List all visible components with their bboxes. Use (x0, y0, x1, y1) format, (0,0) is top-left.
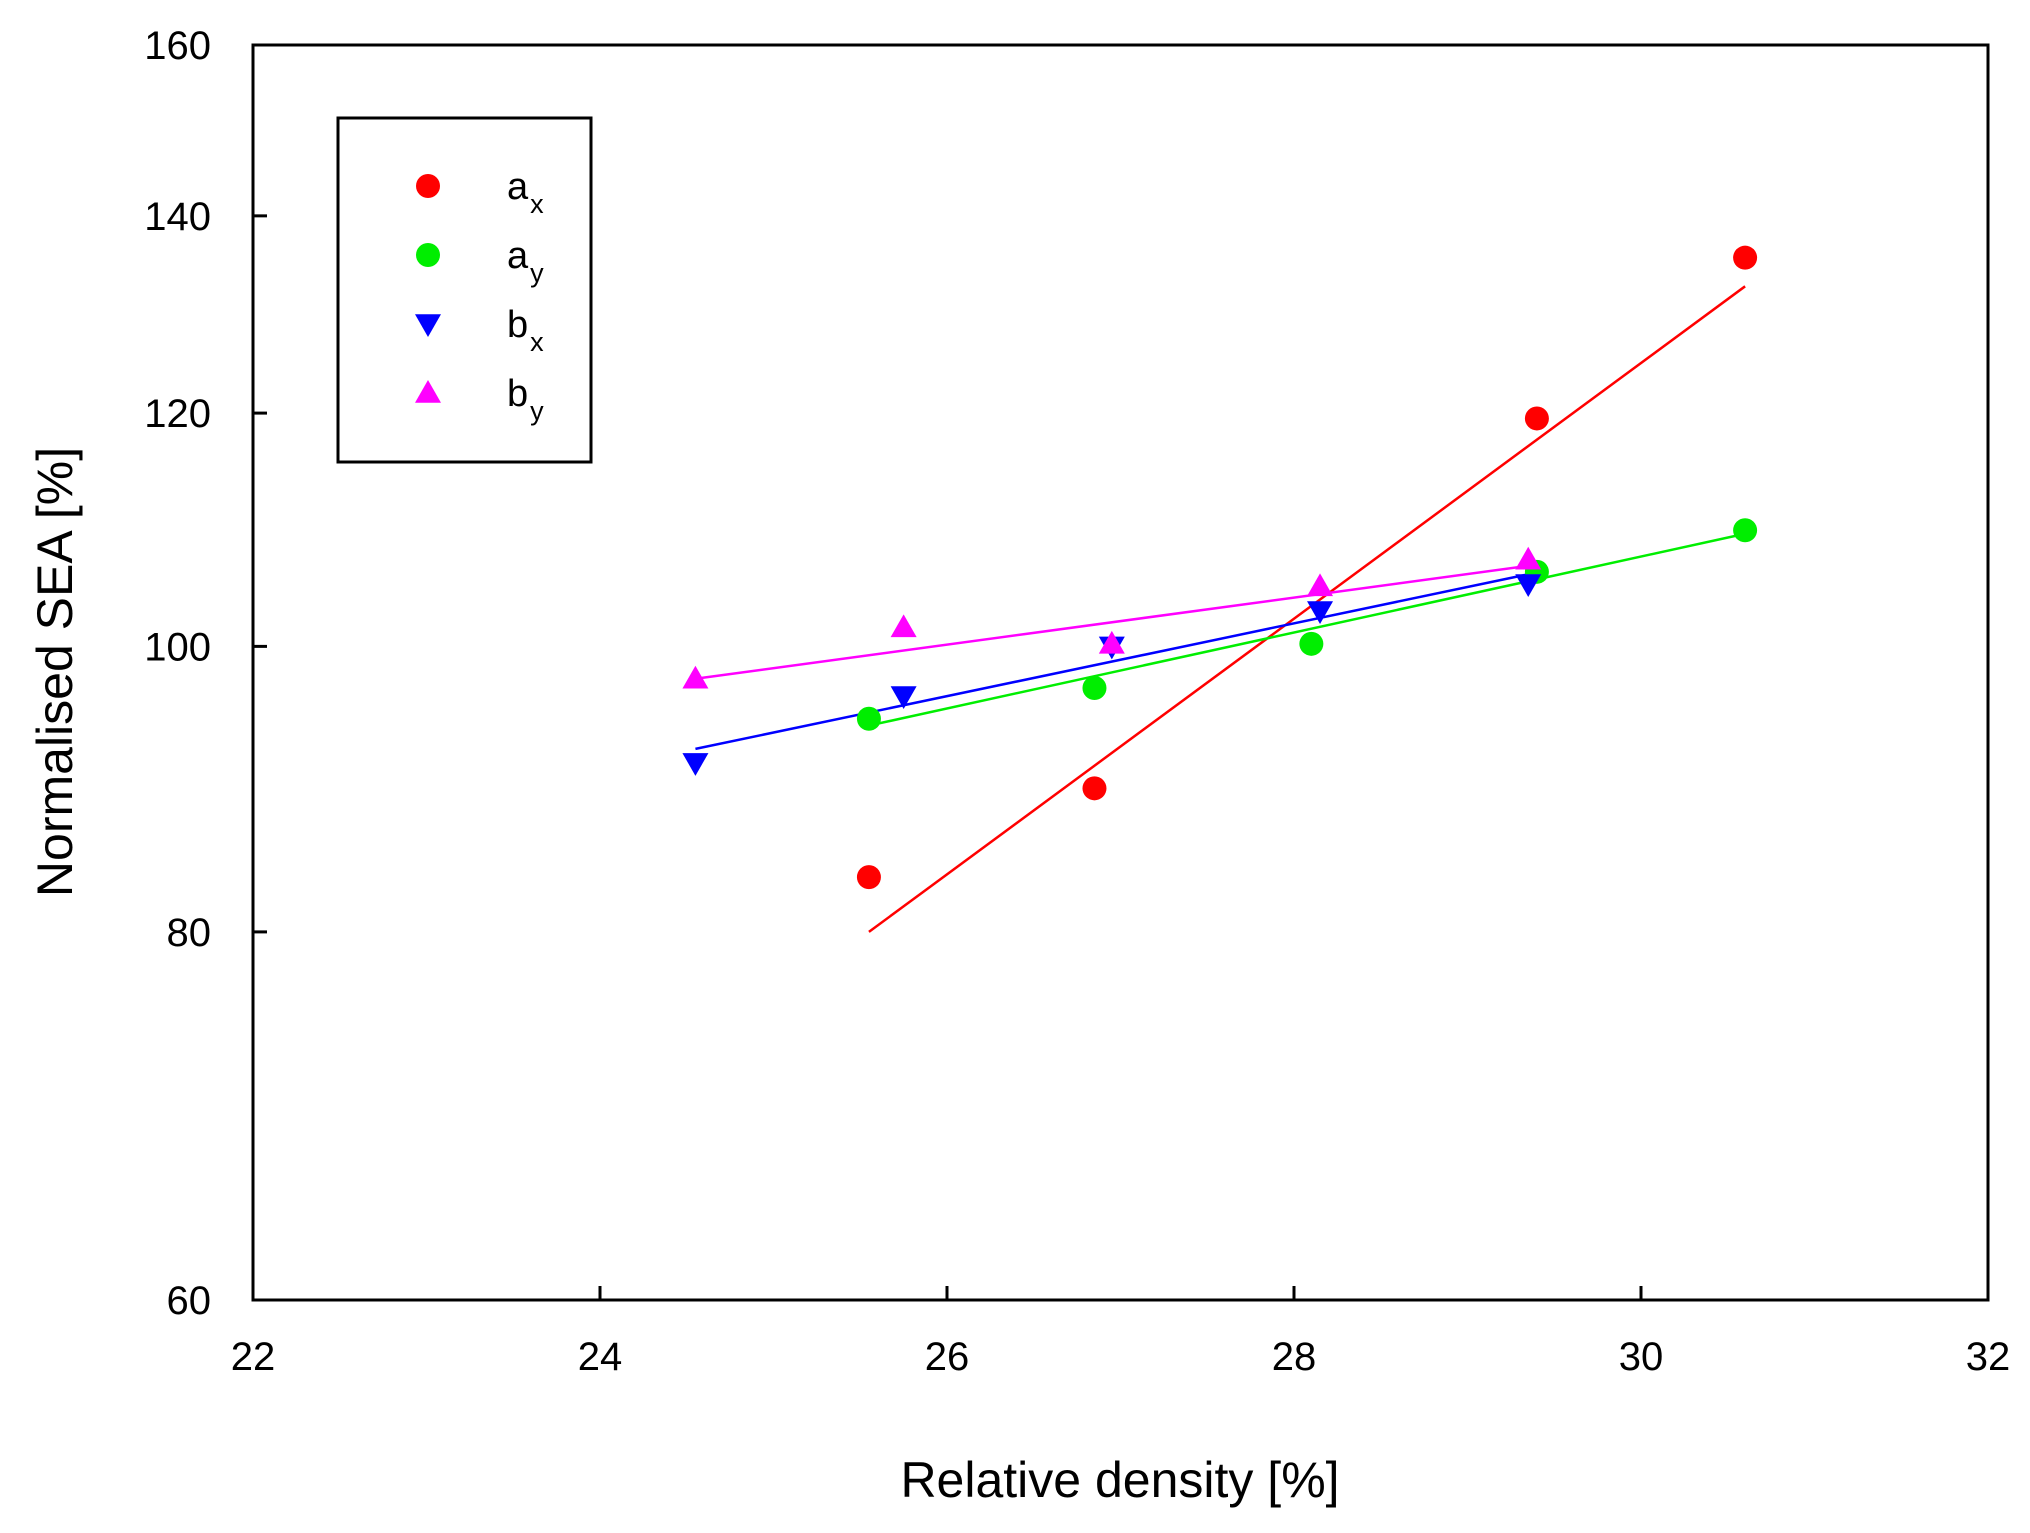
data-point-ay (1299, 631, 1324, 656)
fit-line-ay (868, 532, 1746, 727)
y-tick-label: 140 (144, 195, 211, 239)
data-point-ax (1082, 776, 1107, 801)
data-point-bx (1307, 601, 1334, 625)
data-point-ax (856, 865, 881, 890)
fit-line-ax (868, 285, 1746, 933)
legend-marker-ax (416, 174, 440, 198)
plot-area (251, 43, 1990, 1302)
y-tick-label: 80 (167, 911, 212, 955)
x-axis-title: Relative density [%] (900, 1452, 1339, 1508)
legend-box (336, 116, 593, 464)
data-point-bx (682, 753, 709, 776)
legend-subscript-bx: x (530, 327, 544, 357)
y-tick-label: 160 (144, 24, 211, 68)
legend-subscript-by: y (530, 396, 544, 426)
legend-subscript-ax: x (530, 189, 544, 219)
legend-subscript-ay: y (530, 258, 544, 288)
y-tick-label: 60 (167, 1279, 212, 1323)
data-point-ay (856, 706, 881, 731)
data-point-ax (1524, 406, 1549, 431)
y-axis-title: Normalised SEA [%] (27, 447, 83, 897)
data-points (682, 245, 1758, 890)
data-point-ay (1733, 518, 1758, 543)
data-point-ax (1733, 245, 1758, 270)
y-tick-label: 120 (144, 392, 211, 436)
fit-lines (695, 285, 1746, 933)
data-point-bx (1515, 574, 1542, 597)
data-point-ay (1082, 675, 1107, 700)
x-tick-label: 22 (231, 1335, 276, 1379)
x-tick-label: 28 (1272, 1335, 1317, 1379)
data-point-by (1515, 546, 1542, 570)
legend-marker-by (415, 380, 441, 403)
x-tick-label: 26 (925, 1335, 970, 1379)
y-tick-label: 100 (144, 625, 211, 669)
axis-ticks: 22 24 26 28 30 32 60 80 100 120 140 160 (144, 24, 2010, 1379)
x-tick-label: 30 (1619, 1335, 1664, 1379)
fit-line-bx (695, 573, 1529, 751)
fit-line-by (695, 564, 1529, 681)
data-point-by (1098, 630, 1125, 654)
data-point-by (1307, 573, 1334, 597)
legend-marker-bx (415, 314, 441, 337)
legend-marker-ay (416, 243, 440, 267)
x-tick-label: 24 (578, 1335, 623, 1379)
x-tick-label: 32 (1966, 1335, 2011, 1379)
data-point-bx (890, 686, 917, 709)
data-point-by (682, 665, 709, 689)
data-point-by (890, 614, 917, 638)
